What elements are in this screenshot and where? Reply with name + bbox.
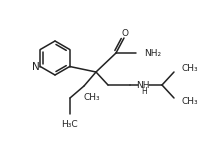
Text: N: N xyxy=(32,62,40,71)
Text: NH: NH xyxy=(136,81,150,90)
Text: H: H xyxy=(141,86,147,95)
Text: NH₂: NH₂ xyxy=(144,49,161,58)
Text: H₃C: H₃C xyxy=(61,120,77,129)
Text: CH₃: CH₃ xyxy=(182,98,199,107)
Text: CH₃: CH₃ xyxy=(83,92,100,102)
Text: O: O xyxy=(121,29,129,37)
Text: CH₃: CH₃ xyxy=(182,63,199,73)
